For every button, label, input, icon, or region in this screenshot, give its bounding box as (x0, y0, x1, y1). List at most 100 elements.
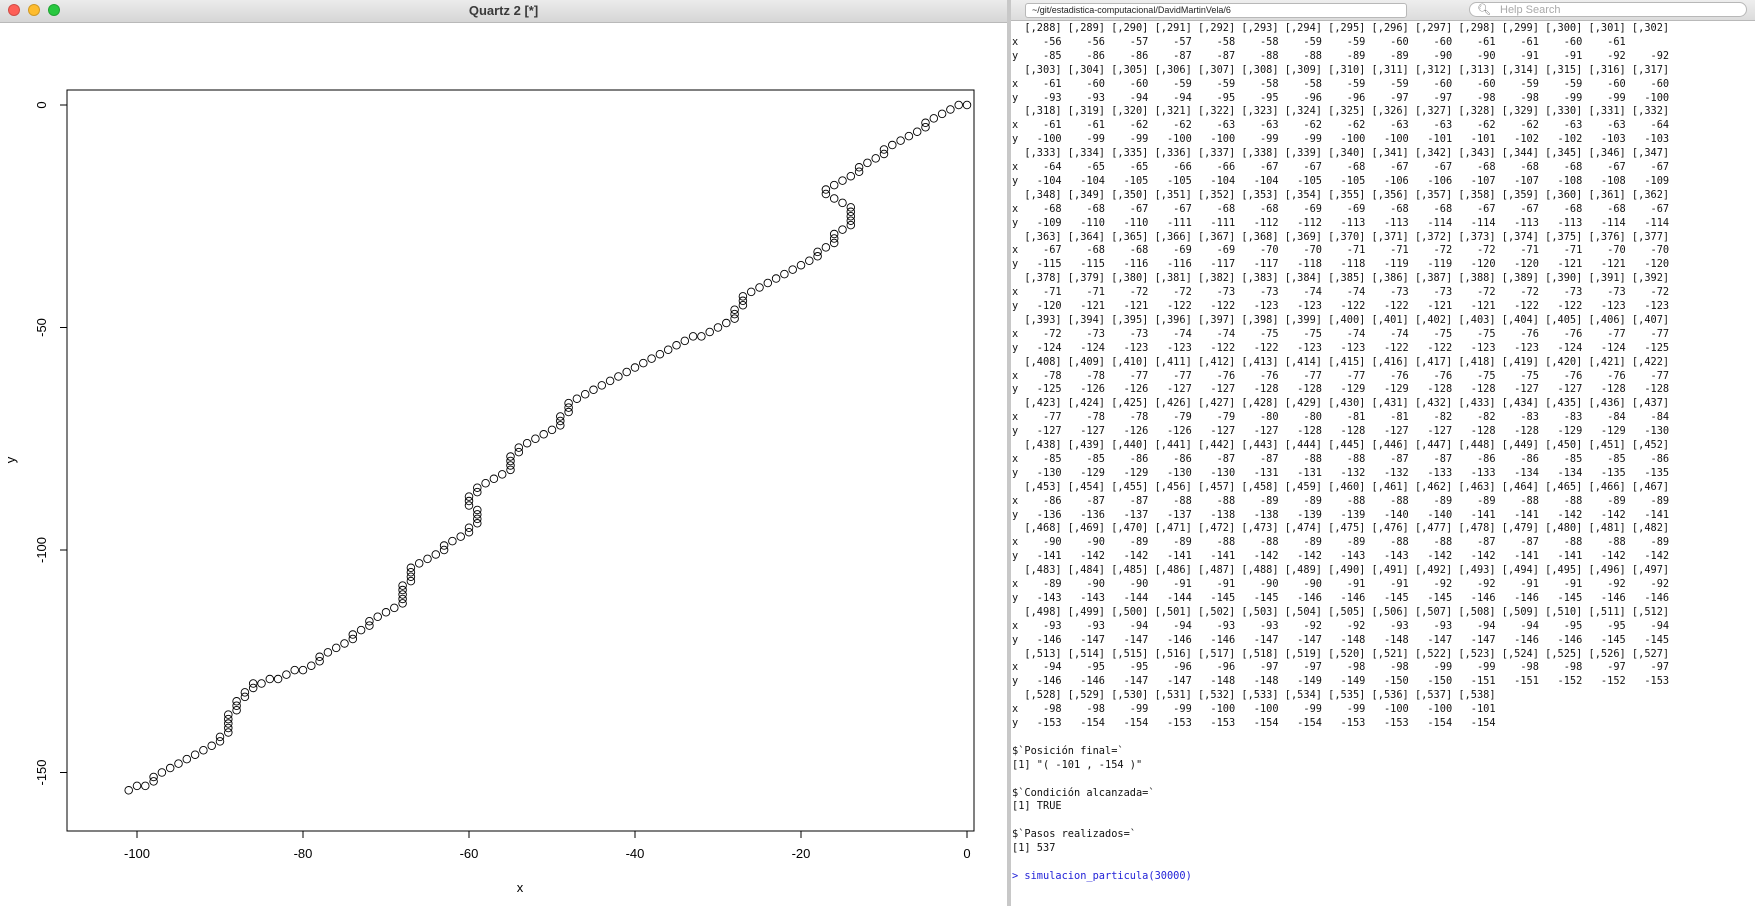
data-point (224, 714, 233, 724)
data-point (705, 327, 714, 337)
data-point (224, 723, 233, 733)
data-point (273, 674, 283, 684)
data-point (365, 616, 374, 626)
data-point (829, 238, 839, 248)
data-point (846, 207, 856, 217)
data-point (713, 323, 723, 332)
data-point (398, 581, 407, 590)
data-point (165, 763, 175, 773)
console-line: [,363] [,364] [,365] [,366] [,367] [,368… (1012, 230, 1670, 243)
console-line: x -98 -98 -99 -99 -100 -100 -99 -99 -100… (1012, 703, 1496, 716)
working-directory-field[interactable]: ~/git/estadistica-computacional/DavidMar… (1025, 3, 1407, 18)
console-line: y -143 -143 -144 -144 -145 -145 -146 -14… (1012, 591, 1670, 604)
data-point (522, 438, 532, 448)
console-output[interactable]: [,288] [,289] [,290] [,291] [,292] [,293… (1012, 21, 1754, 906)
data-point (722, 318, 731, 328)
help-search-input[interactable] (1500, 4, 1730, 16)
console-line: [,513] [,514] [,515] [,516] [,517] [,518… (1012, 647, 1670, 660)
data-point (572, 394, 582, 403)
console-line: y -125 -126 -126 -127 -127 -128 -128 -12… (1012, 383, 1670, 396)
data-point (448, 536, 457, 546)
console-line: x -72 -73 -73 -74 -74 -75 -75 -74 -74 -7… (1012, 327, 1670, 340)
search-icon[interactable]: 🔍︎ (1477, 4, 1491, 16)
data-point (556, 421, 565, 430)
data-point (373, 612, 382, 622)
y-tick-label: -100 (34, 537, 49, 563)
data-point (199, 746, 208, 755)
data-point (365, 621, 374, 630)
data-point (240, 688, 250, 697)
console-line: [,378] [,379] [,380] [,381] [,382] [,383… (1012, 272, 1670, 285)
data-point (323, 648, 333, 657)
data-point (846, 171, 856, 181)
console-line: [,498] [,499] [,500] [,501] [,502] [,503… (1012, 605, 1670, 618)
data-point (539, 430, 548, 439)
data-point (780, 269, 789, 279)
data-point (846, 211, 856, 221)
data-point (564, 407, 573, 417)
console-line: x -86 -87 -87 -88 -88 -89 -89 -88 -88 -8… (1012, 494, 1670, 507)
data-point (846, 203, 856, 212)
data-point (473, 510, 482, 519)
data-points (124, 100, 972, 795)
data-point (738, 296, 748, 306)
data-point (215, 732, 225, 742)
help-search-field[interactable]: 🔍︎ (1469, 2, 1747, 17)
data-point (755, 283, 764, 292)
data-point (224, 710, 233, 719)
x-tick-label: -40 (626, 846, 645, 861)
data-point (248, 683, 258, 693)
console-line: [,348] [,349] [,350] [,351] [,352] [,353… (1012, 188, 1670, 201)
data-point (738, 292, 748, 301)
data-point (531, 434, 540, 444)
data-point (390, 603, 399, 613)
data-point (663, 345, 673, 355)
console-prompt-line[interactable]: > simulacion_particula(30000) (1012, 869, 1192, 882)
console-line: [1] 537 (1012, 842, 1056, 855)
console-line: [,318] [,319] [,320] [,321] [,322] [,323… (1012, 105, 1670, 118)
y-tick-label: -150 (34, 759, 49, 785)
console-line: y -85 -86 -86 -87 -87 -88 -88 -89 -89 -9… (1012, 49, 1670, 62)
quartz-titlebar[interactable]: Quartz 2 [*] (0, 0, 1007, 23)
close-button[interactable] (8, 4, 20, 16)
data-point (821, 185, 831, 194)
console-line: $`Posición final=` (1012, 744, 1124, 757)
data-point (340, 639, 349, 648)
minimize-button[interactable] (28, 4, 40, 16)
data-point (614, 372, 623, 381)
zoom-button[interactable] (48, 4, 60, 16)
console-line: x -71 -71 -72 -72 -73 -73 -74 -74 -73 -7… (1012, 286, 1670, 299)
data-point (406, 576, 416, 586)
data-point (497, 470, 507, 479)
data-point (506, 465, 515, 475)
data-point (763, 278, 773, 288)
console-toolbar: ~/git/estadistica-computacional/DavidMar… (1011, 0, 1755, 21)
data-point (929, 114, 939, 123)
data-point (730, 314, 739, 323)
data-point (232, 697, 241, 706)
data-point (921, 122, 930, 132)
data-point (829, 194, 839, 203)
console-line: y -109 -110 -110 -111 -111 -112 -112 -11… (1012, 216, 1670, 229)
data-point (439, 541, 449, 550)
data-point (356, 625, 366, 635)
x-tick-label: -20 (792, 846, 811, 861)
data-point (597, 381, 607, 390)
data-point (630, 363, 640, 372)
y-tick-label: -50 (34, 318, 49, 337)
data-point (838, 225, 847, 234)
console-line: [,453] [,454] [,455] [,456] [,457] [,458… (1012, 480, 1670, 493)
data-point (962, 100, 972, 110)
data-point (680, 336, 690, 346)
data-point (746, 287, 756, 297)
y-axis: 0 -50 -100 -150 (34, 101, 68, 786)
data-point (473, 505, 482, 515)
data-point (481, 479, 490, 488)
x-tick-label: -60 (460, 846, 479, 861)
data-point (954, 100, 963, 110)
data-point (738, 301, 748, 310)
data-point (132, 781, 142, 791)
data-point (547, 425, 557, 435)
data-point (157, 768, 167, 777)
console-line: y -141 -142 -142 -141 -141 -142 -142 -14… (1012, 550, 1670, 563)
